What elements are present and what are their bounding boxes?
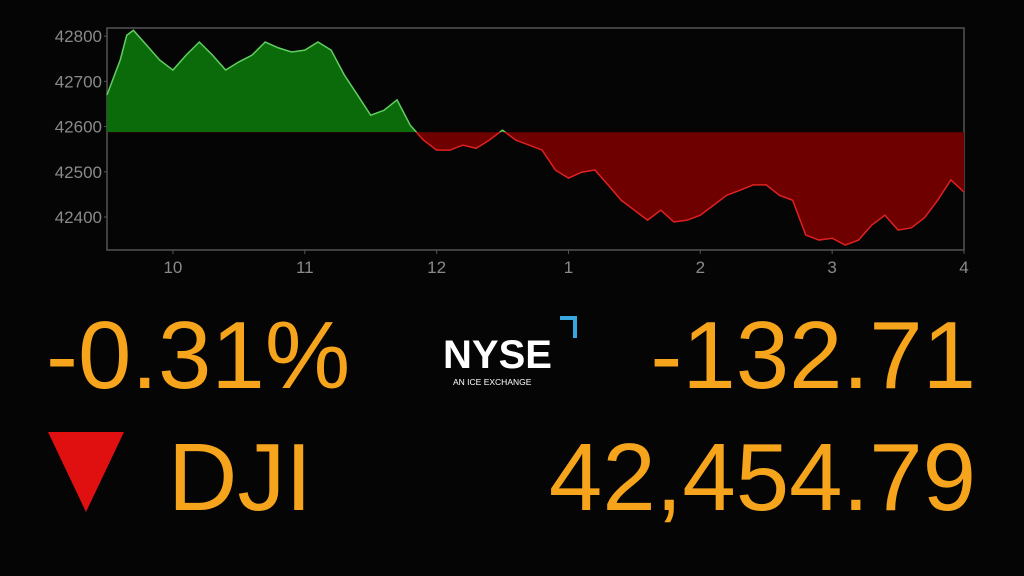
logo-bracket [560,316,577,338]
area-fill [107,30,964,246]
x-tick-label: 2 [696,258,705,277]
x-tick-label: 4 [959,258,968,277]
symbol: DJI [168,424,312,531]
change-points: -132.71 [650,302,976,409]
x-tick-label: 11 [296,258,314,277]
y-tick-label: 42500 [55,163,102,182]
x-tick-label: 3 [827,258,836,277]
y-tick-label: 42400 [55,208,102,227]
price-line [106,29,965,246]
logo-tagline: AN ICE EXCHANGE [453,377,532,387]
y-tick-label: 42700 [55,72,102,91]
y-tick-label: 42800 [55,27,102,46]
price: 42,454.79 [549,424,976,531]
change-percent: -0.31% [46,302,350,409]
x-tick-label: 12 [427,258,446,277]
y-tick-label: 42600 [55,118,102,137]
down-arrow [48,432,124,512]
x-tick-label: 1 [564,258,573,277]
x-tick-label: 10 [163,258,182,277]
logo-name: NYSE [443,333,552,377]
